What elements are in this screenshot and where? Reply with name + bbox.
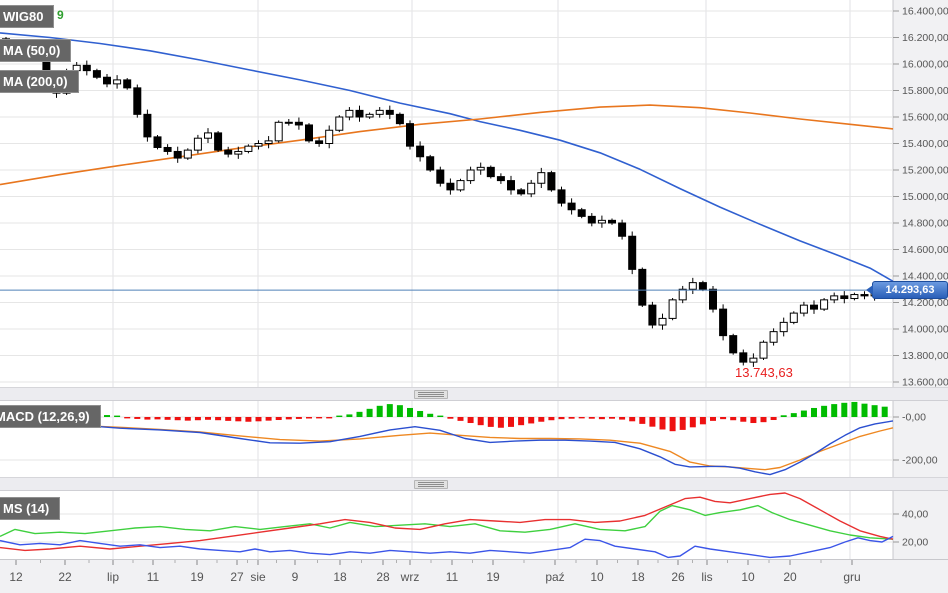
ms-label: MS (14)	[3, 501, 50, 516]
axis-tick-label: 16.400,00	[902, 6, 948, 18]
ms-line-blue	[0, 535, 894, 559]
ms-svg: 40,00 20,00	[0, 491, 948, 559]
time-axis-label: 11	[147, 570, 160, 584]
macd-label-chip[interactable]: MACD (12,26,9)	[0, 405, 101, 428]
main-chart-svg: 16.400,00 16.200,00 16.000,00 15.800,00 15.6…	[0, 0, 948, 387]
time-axis[interactable]: 12 22 lip 11 19 27 sie 9 18 28 wrz 11 19 paź 10 18 26 lis…	[0, 559, 948, 593]
axis-tick-label: 14.800,00	[902, 218, 948, 230]
axis-tick-label: 15.800,00	[902, 85, 948, 97]
ma200-line	[0, 104, 894, 186]
time-axis-label: 28	[376, 570, 390, 584]
time-axis-label: paź	[545, 570, 564, 584]
price-axis-strip[interactable]	[893, 0, 948, 387]
axis-tick-label: 40,00	[902, 509, 928, 521]
axis-tick-label: 15.000,00	[902, 191, 948, 203]
ms-line-red	[0, 492, 894, 552]
instrument-label-chip[interactable]: WIG80	[0, 5, 55, 28]
macd-label: MACD (12,26,9)	[0, 409, 90, 424]
time-axis-label: 18	[631, 570, 645, 584]
time-axis-label: sie	[250, 570, 266, 584]
axis-tick-label: 16.000,00	[902, 59, 948, 71]
current-price-badge: 14.293,63	[866, 281, 948, 299]
axis-tick-label: 13.800,00	[902, 350, 948, 362]
axis-tick-label: 20,00	[902, 537, 928, 549]
axis-tick-label: -0,00	[902, 412, 926, 424]
time-axis-label: 18	[333, 570, 347, 584]
instrument-change-suffix: 9	[57, 8, 64, 22]
time-axis-label: 10	[741, 570, 755, 584]
time-axis-label: lip	[107, 570, 119, 584]
axis-tick-label: 14.600,00	[902, 244, 948, 256]
ma200-label-chip[interactable]: MA (200,0)	[0, 70, 79, 93]
axis-tick-label: 15.600,00	[902, 112, 948, 124]
macd-histogram	[3, 401, 888, 432]
macd-line	[0, 420, 894, 476]
main-chart-panel[interactable]: 16.400,00 16.200,00 16.000,00 15.800,00 15.6…	[0, 0, 948, 387]
macd-panel[interactable]: -0,00 -200,00	[0, 401, 948, 477]
time-axis-label: wrz	[400, 570, 420, 584]
axis-tick-label: 15.400,00	[902, 138, 948, 150]
axis-tick-label: 15.200,00	[902, 165, 948, 177]
divider-grip-icon[interactable]	[414, 390, 448, 399]
low-price-annotation: 13.743,63	[735, 365, 793, 380]
ma50-label-chip[interactable]: MA (50,0)	[0, 39, 72, 62]
ma50-label: MA (50,0)	[3, 43, 61, 58]
axis-tick-label: -200,00	[902, 455, 938, 467]
macd-svg: -0,00 -200,00	[0, 401, 948, 477]
ma50-line	[0, 32, 894, 282]
time-axis-label: 12	[9, 570, 23, 584]
time-axis-label: 10	[590, 570, 604, 584]
ms-panel[interactable]: 40,00 20,00	[0, 491, 948, 559]
time-axis-svg: 12 22 lip 11 19 27 sie 9 18 28 wrz 11 19 paź 10 18 26 lis…	[0, 559, 948, 593]
axis-tick-label: 14.000,00	[902, 324, 948, 336]
ms-line-green	[0, 504, 894, 540]
axis-tick-label: 14.200,00	[902, 297, 948, 309]
axis-tick-label: 16.200,00	[902, 32, 948, 44]
time-axis-label: 20	[783, 570, 797, 584]
axis-tick-label: 14.400,00	[902, 271, 948, 283]
axis-tick-label: 13.600,00	[902, 377, 948, 388]
time-axis-label: 9	[292, 570, 299, 584]
macd-signal-line	[0, 421, 894, 471]
ms-label-chip[interactable]: MS (14)	[0, 497, 61, 520]
time-axis-label: 19	[486, 570, 500, 584]
price-axis-strip[interactable]	[893, 491, 948, 559]
time-axis-label: 19	[190, 570, 204, 584]
panel-divider-2[interactable]	[0, 477, 948, 491]
time-axis-label: lis	[701, 570, 712, 584]
ma200-label: MA (200,0)	[3, 74, 68, 89]
price-axis-strip[interactable]	[893, 401, 948, 477]
time-axis-label: 27	[230, 570, 244, 584]
divider-grip-icon[interactable]	[414, 480, 448, 489]
time-axis-label: 26	[671, 570, 685, 584]
time-axis-label: 22	[58, 570, 72, 584]
panel-divider-1[interactable]	[0, 387, 948, 401]
instrument-label: WIG80	[3, 9, 44, 24]
time-axis-label: 11	[446, 570, 459, 584]
time-axis-label: gru	[843, 570, 860, 584]
